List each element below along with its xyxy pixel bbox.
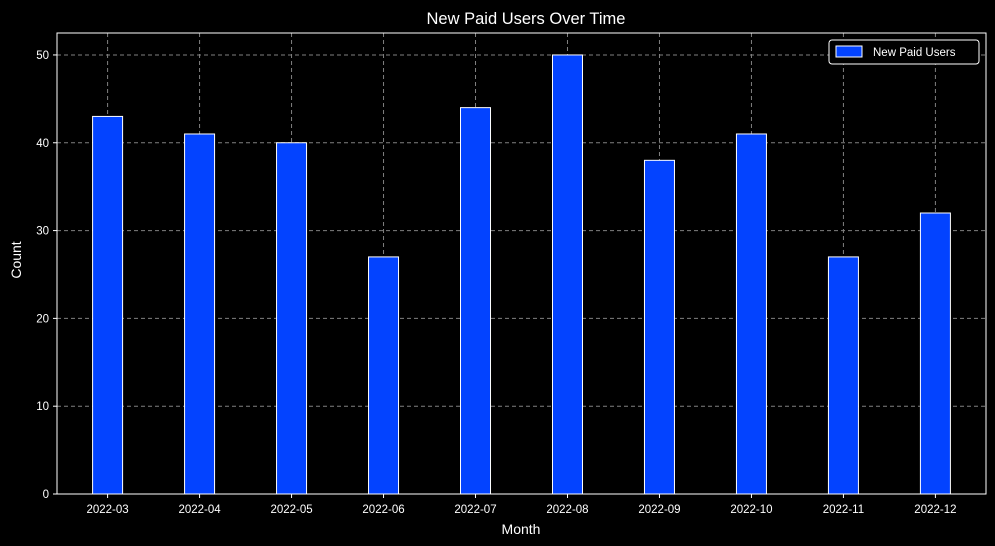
x-axis-ticks: 2022-03 2022-04 2022-05 2022-06 2022-07 2022-… [86,494,957,516]
bar-2022-05 [276,142,308,495]
y-tick-label: 20 [36,313,49,325]
x-tick-label: 2022-04 [178,504,221,516]
bar-2022-07 [460,107,492,495]
legend: New Paid Users [828,39,980,65]
x-tick-label: 2022-08 [546,504,588,516]
y-axis-title: Count [8,241,24,278]
legend-box [828,39,980,65]
x-tick-label: 2022-09 [638,504,680,516]
y-tick-label: 50 [36,50,49,62]
x-tick-label: 2022-10 [730,504,772,516]
y-tick-label: 0 [43,489,49,501]
bar-2022-11 [827,256,859,495]
bar-2022-03 [92,115,124,495]
y-axis-ticks: 0 10 20 30 40 50 [36,50,57,501]
x-tick-label: 2022-07 [454,504,496,516]
chart-title: New Paid Users Over Time [427,10,626,28]
bar-2022-09 [643,159,675,495]
legend-swatch [835,45,863,58]
legend-label: New Paid Users [873,47,956,59]
y-tick-label: 40 [36,138,49,150]
y-tick-label: 10 [36,401,49,413]
x-axis-title: Month [502,521,541,537]
x-tick-label: 2022-05 [270,504,312,516]
bar-2022-12 [919,212,951,495]
bar-2022-08 [551,54,583,495]
plot-area-frame [56,32,987,495]
bar-2022-10 [735,133,767,495]
x-tick-label: 2022-11 [823,504,864,516]
x-tick-label: 2022-06 [362,504,404,516]
bars [92,54,951,495]
bar-2022-04 [184,133,216,495]
x-tick-label: 2022-03 [86,504,128,516]
bar-2022-06 [368,256,400,495]
y-tick-label: 30 [36,226,49,238]
x-tick-label: 2022-12 [914,504,956,516]
